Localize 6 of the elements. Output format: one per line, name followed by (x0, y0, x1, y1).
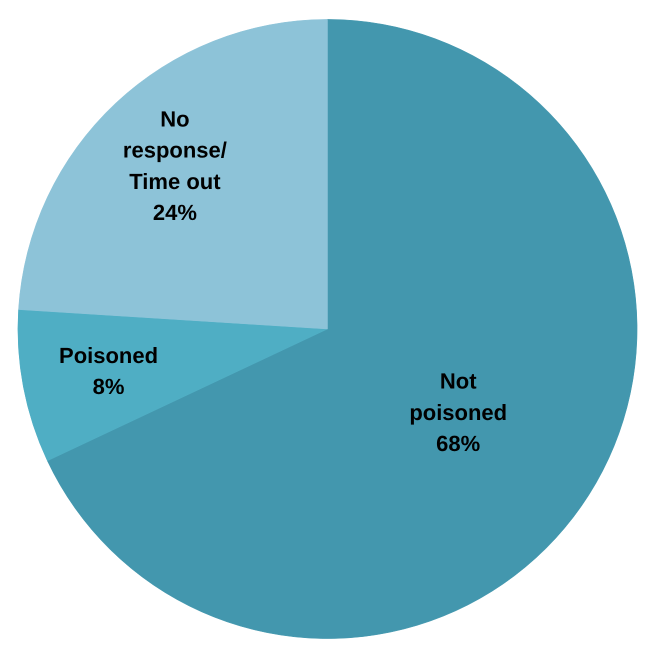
data-label: 68% (436, 431, 480, 456)
data-label: 24% (152, 200, 197, 226)
slice-label: No response/Time out (122, 106, 227, 194)
data-label: 8% (92, 374, 124, 400)
slice-label: Not poisoned (409, 368, 508, 425)
slice-label: Poisoned (59, 342, 158, 368)
